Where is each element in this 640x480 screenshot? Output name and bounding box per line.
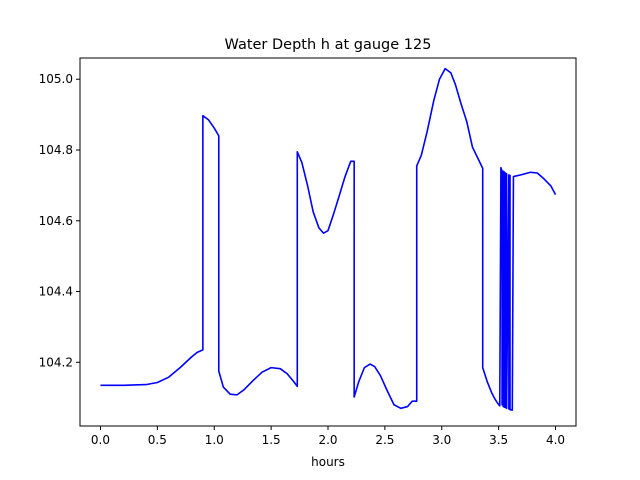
- x-axis-label: hours: [311, 455, 345, 469]
- y-tick-label: 105.0: [39, 72, 73, 86]
- x-tick-label: 1.5: [262, 433, 281, 447]
- chart-title: Water Depth h at gauge 125: [225, 37, 432, 53]
- x-tick-label: 2.0: [318, 433, 337, 447]
- y-axis: 104.2 104.4 104.6 104.8 105.0: [39, 72, 80, 369]
- y-tick-label: 104.6: [39, 214, 73, 228]
- x-tick-label: 4.0: [546, 433, 565, 447]
- x-tick-label: 2.5: [375, 433, 394, 447]
- x-tick-label: 1.0: [205, 433, 224, 447]
- y-tick-label: 104.8: [39, 143, 73, 157]
- x-axis: 0.0 0.5 1.0 1.5 2.0 2.5 3.0 3.5 4.0: [91, 426, 565, 447]
- y-tick-label: 104.4: [39, 285, 73, 299]
- x-tick-label: 0.5: [148, 433, 167, 447]
- y-tick-label: 104.2: [39, 355, 73, 369]
- x-tick-label: 0.0: [91, 433, 110, 447]
- x-tick-label: 3.0: [432, 433, 451, 447]
- x-tick-label: 3.5: [489, 433, 508, 447]
- series-line: [100, 67, 557, 411]
